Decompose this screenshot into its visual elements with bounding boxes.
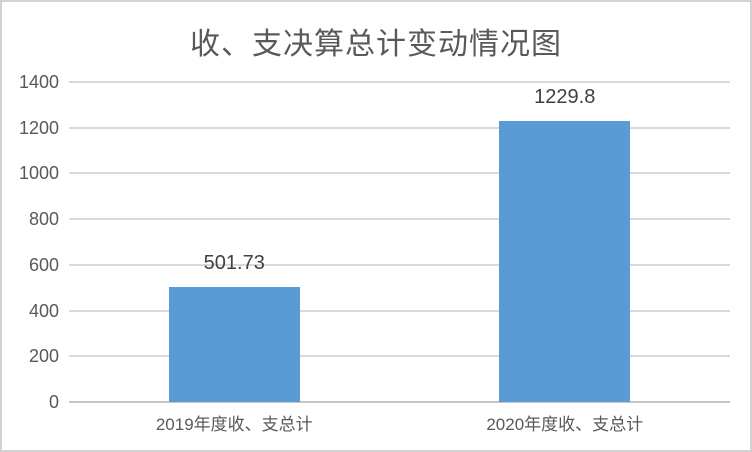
y-tick-label: 800: [28, 209, 59, 230]
y-tick-label: 400: [28, 300, 59, 321]
gridline: [69, 172, 730, 175]
gridline: [69, 309, 730, 312]
plot-area: 0 200 400 600 800 1000 1200 1400 501.73 2019年度收、支…: [19, 72, 730, 434]
x-axis-line: [69, 401, 730, 403]
bar: [168, 287, 300, 402]
gridline: [69, 355, 730, 358]
gridline: [69, 126, 730, 129]
gridline: [69, 263, 730, 266]
x-category-label: 2020年度收、支总计: [486, 415, 644, 434]
gridline: [69, 81, 730, 83]
y-tick-label: 1000: [18, 163, 59, 184]
gridline: [69, 218, 730, 221]
bar: [499, 120, 631, 402]
y-tick-label: 1200: [18, 117, 59, 138]
y-tick-label: 200: [28, 346, 59, 367]
y-tick-label: 1400: [18, 72, 59, 92]
bar-value-label: 1229.8: [534, 85, 596, 108]
chart-title: 收、支决算总计变动情况图: [190, 28, 562, 61]
x-category-label: 2019年度收、支总计: [155, 415, 313, 434]
y-tick-label: 600: [28, 254, 59, 275]
bar-value-label: 501.73: [203, 252, 265, 275]
y-tick-label: 0: [48, 392, 59, 412]
